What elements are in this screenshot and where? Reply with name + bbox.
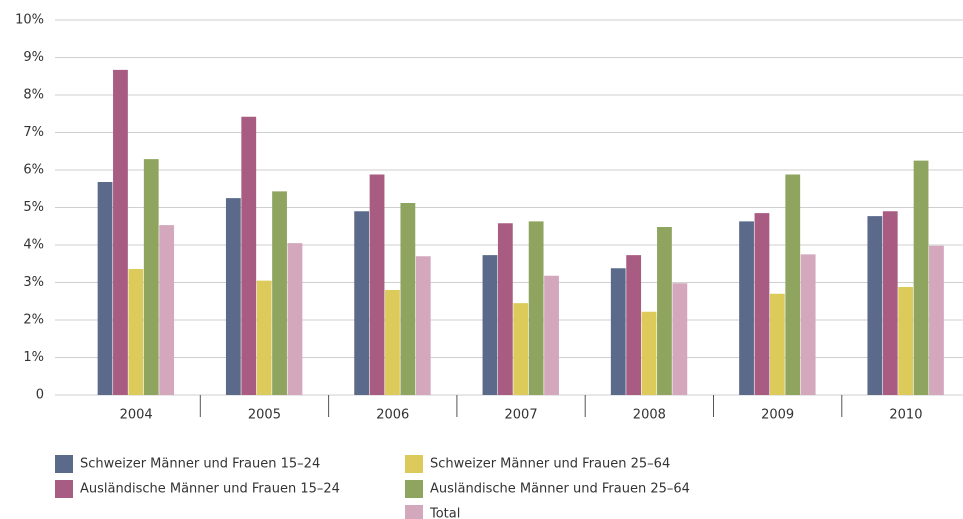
- bar: [128, 269, 144, 395]
- legend-swatch: [405, 480, 423, 498]
- bar: [610, 268, 626, 395]
- bar: [256, 280, 272, 395]
- bar: [528, 221, 544, 395]
- bar: [400, 203, 416, 395]
- bar: [415, 256, 431, 395]
- bar: [672, 283, 688, 395]
- x-tick-label: 2007: [505, 408, 538, 423]
- bar: [754, 213, 770, 395]
- bar: [497, 223, 513, 395]
- bar: [544, 275, 559, 395]
- legend-label: Schweizer Männer und Frauen 25–64: [430, 457, 670, 472]
- legend-swatch: [405, 455, 423, 473]
- bar: [159, 225, 175, 395]
- bar: [225, 198, 241, 395]
- y-tick-label: 5%: [23, 200, 44, 215]
- bar: [626, 255, 642, 395]
- bar: [769, 293, 785, 395]
- legend-swatch: [405, 505, 423, 519]
- bar: [241, 116, 257, 395]
- bar: [929, 245, 944, 395]
- bar: [867, 216, 883, 395]
- legend-label: Schweizer Männer und Frauen 15–24: [80, 457, 320, 472]
- legend-swatch: [55, 480, 73, 498]
- bar: [785, 174, 801, 395]
- y-tick-label: 7%: [23, 125, 44, 140]
- x-tick-label: 2004: [120, 408, 153, 423]
- bar: [97, 182, 113, 395]
- x-tick-label: 2010: [889, 408, 922, 423]
- bar: [482, 255, 498, 395]
- bar: [513, 303, 529, 395]
- bar: [882, 211, 898, 395]
- y-tick-label: 2%: [23, 313, 44, 328]
- y-tick-label: 4%: [23, 238, 44, 253]
- y-tick-label: 9%: [23, 50, 44, 65]
- bar: [369, 174, 385, 395]
- bar: [143, 159, 159, 395]
- legend-label: Ausländische Männer und Frauen 25–64: [430, 482, 690, 497]
- legend-label: Ausländische Männer und Frauen 15–24: [80, 482, 340, 497]
- bar: [913, 160, 929, 395]
- bar: [287, 243, 303, 395]
- bar: [385, 290, 400, 395]
- bar: [898, 287, 914, 395]
- bar: [113, 69, 128, 395]
- bar: [800, 254, 816, 395]
- y-tick-label: 6%: [23, 163, 44, 178]
- y-tick-label: 8%: [23, 88, 44, 103]
- legend-swatch: [55, 455, 73, 473]
- bar: [739, 221, 754, 395]
- bar: [641, 311, 657, 395]
- x-tick-label: 2005: [248, 408, 281, 423]
- bar: [657, 227, 672, 395]
- legend-label: Total: [429, 507, 460, 519]
- x-tick-label: 2008: [633, 408, 666, 423]
- bar: [354, 211, 370, 395]
- y-tick-label: 1%: [23, 350, 44, 365]
- y-tick-label: 10%: [15, 13, 44, 28]
- y-tick-label: 3%: [23, 275, 44, 290]
- bar: [272, 191, 287, 395]
- y-tick-label: 0: [36, 388, 44, 403]
- x-tick-label: 2009: [761, 408, 794, 423]
- x-tick-label: 2006: [376, 408, 409, 423]
